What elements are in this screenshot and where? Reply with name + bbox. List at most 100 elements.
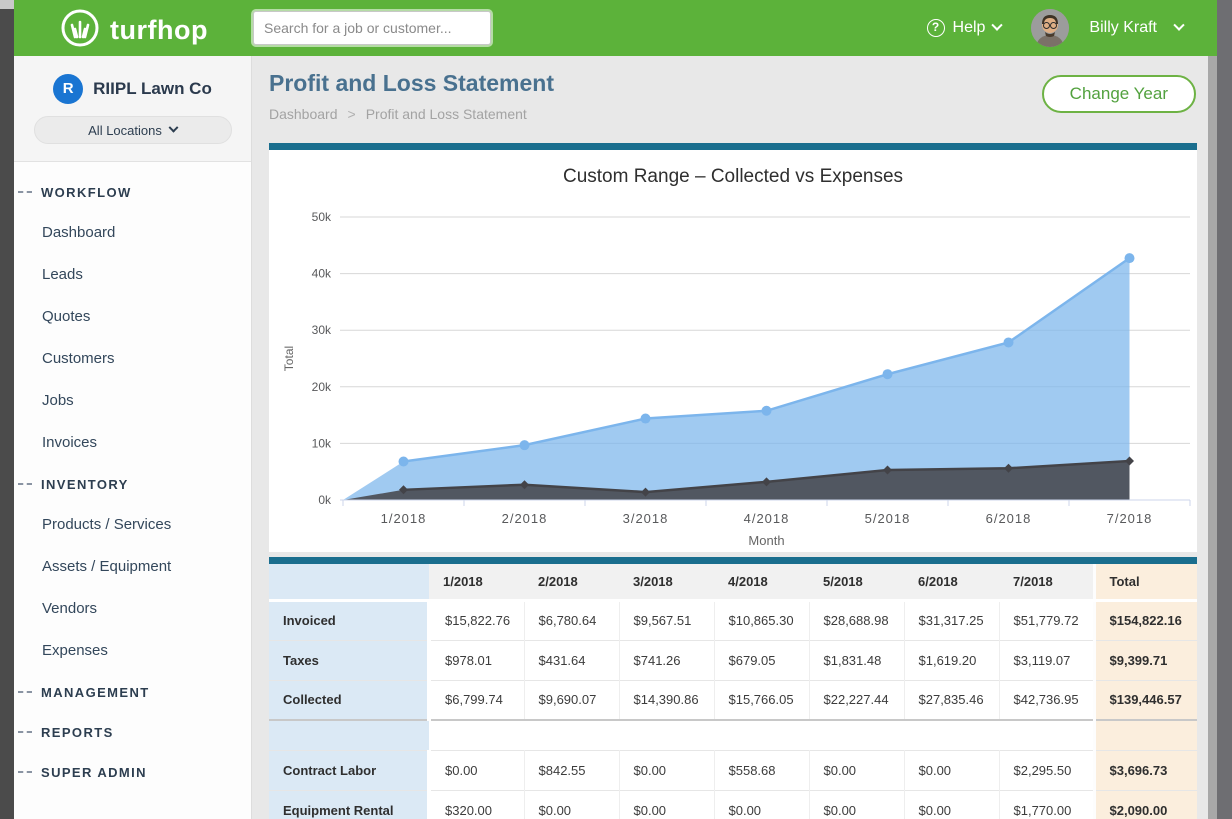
- sidebar-item-customers[interactable]: Customers: [14, 338, 251, 380]
- value-cell: [904, 720, 999, 750]
- sidebar-section-super-admin[interactable]: SUPER ADMIN: [14, 752, 251, 792]
- window-right-edge: [1217, 0, 1232, 819]
- value-cell: $0.00: [904, 790, 999, 819]
- pnl-table-card: 1/20182/20183/20184/20185/20186/20187/20…: [269, 557, 1197, 819]
- sidebar-section-management[interactable]: MANAGEMENT: [14, 672, 251, 712]
- value-cell: $0.00: [904, 750, 999, 790]
- chart-card: Custom Range – Collected vs Expenses 0k1…: [269, 143, 1197, 552]
- value-cell: $9,567.51: [619, 600, 714, 640]
- sidebar-section-reports[interactable]: REPORTS: [14, 712, 251, 752]
- column-header-1-2018: 1/2018: [429, 564, 524, 600]
- sidebar: R RIIPL Lawn Co All Locations WORKFLOW Da…: [14, 56, 252, 819]
- section-label: REPORTS: [41, 725, 114, 740]
- brand-logo[interactable]: turfhop: [60, 8, 208, 53]
- value-cell: $15,822.76: [429, 600, 524, 640]
- help-menu[interactable]: ? Help: [927, 19, 1002, 37]
- table-row-taxes: Taxes$978.01$431.64$741.26$679.05$1,831.…: [269, 640, 1197, 680]
- user-chevron-down-icon[interactable]: [1173, 20, 1184, 31]
- section-label: WORKFLOW: [41, 185, 132, 200]
- svg-text:Total: Total: [282, 346, 296, 371]
- top-navbar: turfhop ? Help Billy Kraft: [14, 0, 1217, 56]
- help-chevron-down-icon: [992, 20, 1003, 31]
- column-header-5-2018: 5/2018: [809, 564, 904, 600]
- column-header-3-2018: 3/2018: [619, 564, 714, 600]
- total-cell: $154,822.16: [1094, 600, 1197, 640]
- page-scrollbar[interactable]: [1208, 56, 1217, 819]
- sidebar-item-jobs[interactable]: Jobs: [14, 380, 251, 422]
- company-row[interactable]: R RIIPL Lawn Co: [14, 72, 251, 106]
- section-label: MANAGEMENT: [41, 685, 150, 700]
- main-content: Profit and Loss Statement Dashboard > Pr…: [252, 56, 1208, 819]
- section-dash-icon: [18, 191, 32, 193]
- total-cell: $9,399.71: [1094, 640, 1197, 680]
- column-header-7-2018: 7/2018: [999, 564, 1094, 600]
- sidebar-item-leads[interactable]: Leads: [14, 254, 251, 296]
- table-spacer-row: [269, 720, 1197, 750]
- value-cell: $0.00: [619, 790, 714, 819]
- value-cell: $22,227.44: [809, 680, 904, 720]
- value-cell: $9,690.07: [524, 680, 619, 720]
- search-input[interactable]: [253, 11, 491, 45]
- value-cell: [524, 720, 619, 750]
- value-cell: [429, 720, 524, 750]
- breadcrumb-dashboard[interactable]: Dashboard: [269, 106, 338, 122]
- sidebar-section-workflow[interactable]: WORKFLOW: [14, 172, 251, 212]
- section-label: SUPER ADMIN: [41, 765, 147, 780]
- value-cell: $0.00: [619, 750, 714, 790]
- value-cell: $0.00: [809, 750, 904, 790]
- svg-text:30k: 30k: [312, 323, 332, 337]
- value-cell: $0.00: [429, 750, 524, 790]
- value-cell: $0.00: [809, 790, 904, 819]
- sidebar-item-expenses[interactable]: Expenses: [14, 630, 251, 672]
- section-dash-icon: [18, 691, 32, 693]
- value-cell: $2,295.50: [999, 750, 1094, 790]
- value-cell: [714, 720, 809, 750]
- value-cell: $6,799.74: [429, 680, 524, 720]
- sidebar-header: R RIIPL Lawn Co All Locations: [14, 56, 251, 162]
- change-year-button[interactable]: Change Year: [1042, 75, 1196, 113]
- turfhop-grass-icon: [60, 8, 100, 53]
- row-label: [269, 720, 429, 750]
- row-label: Contract Labor: [269, 750, 429, 790]
- user-avatar[interactable]: [1031, 9, 1069, 47]
- brand-name: turfhop: [110, 15, 208, 46]
- value-cell: [619, 720, 714, 750]
- window-left-edge: [0, 0, 14, 819]
- sidebar-item-invoices[interactable]: Invoices: [14, 422, 251, 464]
- value-cell: $10,865.30: [714, 600, 809, 640]
- row-label: Collected: [269, 680, 429, 720]
- table-row-contract-labor: Contract Labor$0.00$842.55$0.00$558.68$0…: [269, 750, 1197, 790]
- sidebar-section-inventory[interactable]: INVENTORY: [14, 464, 251, 504]
- svg-text:10k: 10k: [312, 436, 332, 450]
- company-name: RIIPL Lawn Co: [93, 79, 212, 99]
- value-cell: $27,835.46: [904, 680, 999, 720]
- svg-text:4/2018: 4/2018: [744, 511, 790, 526]
- sidebar-item-quotes[interactable]: Quotes: [14, 296, 251, 338]
- svg-text:1/2018: 1/2018: [381, 511, 427, 526]
- value-cell: $31,317.25: [904, 600, 999, 640]
- sidebar-item-dashboard[interactable]: Dashboard: [14, 212, 251, 254]
- sidebar-item-products-services[interactable]: Products / Services: [14, 504, 251, 546]
- value-cell: $741.26: [619, 640, 714, 680]
- location-selector[interactable]: All Locations: [34, 116, 232, 144]
- collected-vs-expenses-chart[interactable]: 0k10k20k30k40k50k1/20182/20183/20184/201…: [269, 157, 1197, 552]
- table-row-invoiced: Invoiced$15,822.76$6,780.64$9,567.51$10,…: [269, 600, 1197, 640]
- table-row-equipment-rental: Equipment Rental$320.00$0.00$0.00$0.00$0…: [269, 790, 1197, 819]
- value-cell: $42,736.95: [999, 680, 1094, 720]
- total-cell: $139,446.57: [1094, 680, 1197, 720]
- table-header-row: 1/20182/20183/20184/20185/20186/20187/20…: [269, 564, 1197, 600]
- svg-text:40k: 40k: [312, 267, 332, 281]
- value-cell: $320.00: [429, 790, 524, 819]
- value-cell: [809, 720, 904, 750]
- svg-text:3/2018: 3/2018: [623, 511, 669, 526]
- help-label: Help: [953, 19, 986, 37]
- svg-text:50k: 50k: [312, 210, 332, 224]
- column-header-2-2018: 2/2018: [524, 564, 619, 600]
- value-cell: $51,779.72: [999, 600, 1094, 640]
- value-cell: $3,119.07: [999, 640, 1094, 680]
- svg-text:Month: Month: [748, 533, 784, 548]
- sidebar-item-assets-equipment[interactable]: Assets / Equipment: [14, 546, 251, 588]
- pnl-table: 1/20182/20183/20184/20185/20186/20187/20…: [269, 564, 1197, 819]
- section-dash-icon: [18, 771, 32, 773]
- sidebar-item-vendors[interactable]: Vendors: [14, 588, 251, 630]
